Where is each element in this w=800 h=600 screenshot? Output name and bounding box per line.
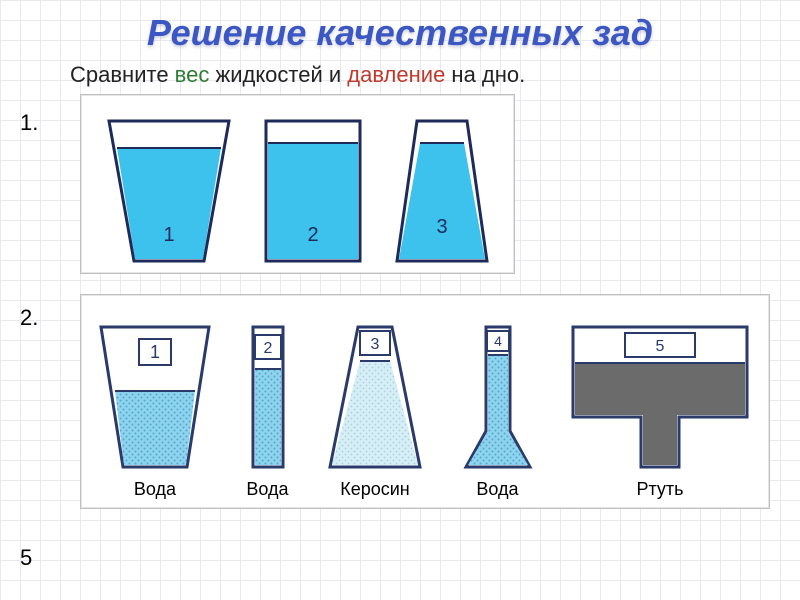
vessel-2a-num: 1 bbox=[150, 342, 160, 362]
vessel-2a: 1 bbox=[95, 321, 215, 471]
vessel-2b: 2 bbox=[243, 321, 293, 471]
vessel-2-col-1: 1 Вода bbox=[95, 321, 215, 500]
vessel-2e-num: 5 bbox=[656, 338, 665, 355]
vessel-2d-label: Вода bbox=[476, 479, 518, 500]
vessel-2-col-5: 5 Ртуть bbox=[565, 321, 755, 500]
vessel-2e: 5 bbox=[565, 321, 755, 471]
subtitle: Сравните вес жидкостей и давление на дно… bbox=[70, 62, 780, 88]
vessel-2-col-2: 2 Вода bbox=[243, 321, 293, 500]
panel-2: 1 Вода 2 Вода bbox=[80, 294, 770, 509]
vessel-1a-num: 1 bbox=[163, 224, 174, 246]
panel-1: 1 2 3 bbox=[80, 94, 515, 274]
vessel-2d: 4 bbox=[458, 321, 538, 471]
vessel-2c-num: 3 bbox=[371, 336, 380, 353]
vessel-2-col-3: 3 Керосин bbox=[320, 321, 430, 500]
subtitle-word1: вес bbox=[175, 62, 210, 87]
vessel-1a: 1 bbox=[99, 113, 238, 263]
vessel-2b-num: 2 bbox=[263, 340, 272, 357]
page-title: Решение качественных зад bbox=[20, 12, 780, 54]
vessel-2b-label: Вода bbox=[246, 479, 288, 500]
vessel-2c-label: Керосин bbox=[340, 479, 410, 500]
problem-number-2: 2. bbox=[20, 305, 38, 331]
subtitle-word2: давление bbox=[347, 62, 445, 87]
vessel-2d-num: 4 bbox=[494, 333, 502, 349]
problem-number-1: 1. bbox=[20, 110, 38, 136]
vessel-1c-num: 3 bbox=[436, 216, 447, 238]
subtitle-suffix: на дно. bbox=[445, 62, 525, 87]
subtitle-prefix: Сравните bbox=[70, 62, 175, 87]
vessel-2c: 3 bbox=[320, 321, 430, 471]
vessel-2a-label: Вода bbox=[134, 479, 176, 500]
subtitle-mid: жидкостей и bbox=[209, 62, 347, 87]
number-5: 5 bbox=[20, 545, 32, 571]
vessel-1b: 2 bbox=[258, 113, 367, 263]
vessel-2e-label: Ртуть bbox=[636, 479, 683, 500]
vessel-1c: 3 bbox=[387, 113, 496, 263]
vessel-1b-num: 2 bbox=[307, 224, 318, 246]
vessel-2-col-4: 4 Вода bbox=[458, 321, 538, 500]
title-text: Решение качественных зад bbox=[147, 12, 653, 53]
